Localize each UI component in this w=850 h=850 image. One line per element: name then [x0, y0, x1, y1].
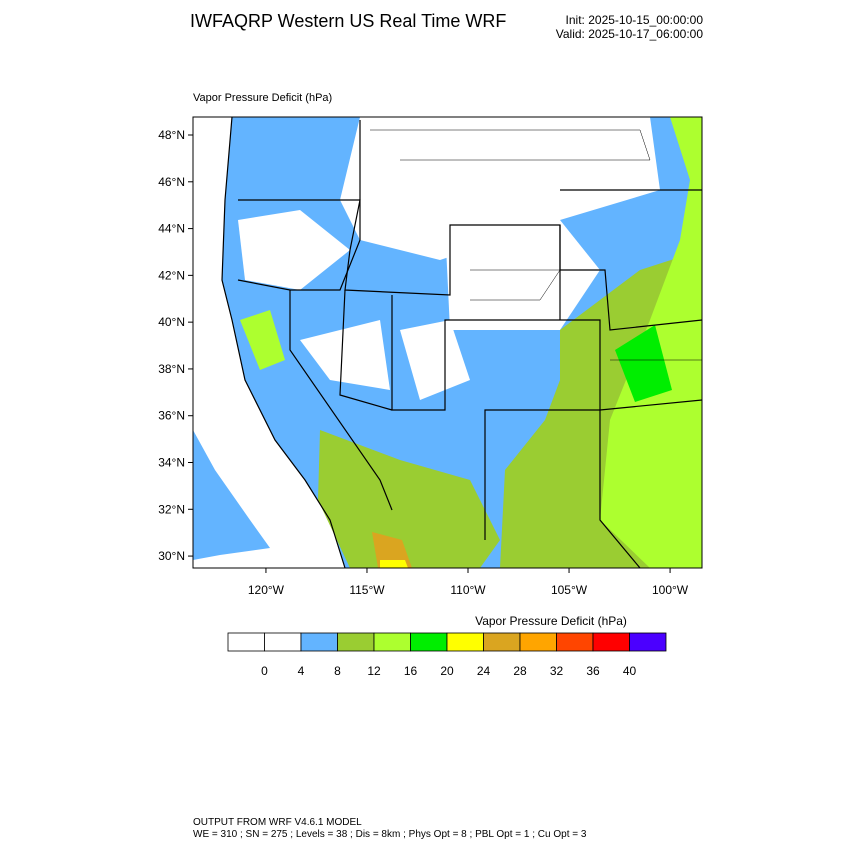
lon-label: 110°W — [450, 583, 486, 597]
footer-line: WE = 310 ; SN = 275 ; Levels = 38 ; Dis … — [193, 829, 587, 840]
lat-label: 32°N — [158, 502, 185, 516]
colorbar-tick-label: 8 — [334, 664, 341, 678]
colorbar-tick-label: 20 — [440, 664, 454, 678]
title: IWFAQRP Western US Real Time WRF — [190, 11, 506, 31]
lat-label: 30°N — [158, 549, 185, 563]
lon-label: 105°W — [551, 583, 588, 597]
lon-label: 120°W — [248, 583, 285, 597]
colorbar-box — [556, 632, 594, 652]
lat-label: 46°N — [158, 175, 185, 189]
map — [192, 116, 703, 569]
colorbar-box — [337, 632, 375, 652]
colorbar-box — [592, 632, 630, 652]
colorbar: 0 4 8 12 16 20 24 28 32 36 40 — [227, 632, 667, 678]
footer-line: OUTPUT FROM WRF V4.6.1 MODEL — [193, 817, 362, 828]
colorbar-box — [227, 632, 265, 652]
colorbar-box — [410, 632, 448, 652]
colorbar-box — [373, 632, 411, 652]
colorbar-box — [446, 632, 484, 652]
lat-label: 34°N — [158, 456, 185, 470]
colorbar-tick-label: 16 — [404, 664, 418, 678]
valid-time: Valid: 2025-10-17_06:00:00 — [556, 27, 704, 41]
map-title: Vapor Pressure Deficit (hPa) — [193, 92, 332, 104]
colorbar-box — [300, 632, 338, 652]
colorbar-tick-label: 0 — [261, 664, 268, 678]
lon-label: 115°W — [349, 583, 385, 597]
colorbar-box — [629, 632, 667, 652]
colorbar-box — [264, 632, 302, 652]
lat-label: 40°N — [158, 315, 185, 329]
colorbar-tick-label: 32 — [550, 664, 564, 678]
colorbar-tick-label: 40 — [623, 664, 637, 678]
lat-label: 36°N — [158, 409, 185, 423]
lat-label: 42°N — [158, 268, 185, 282]
lat-label: 48°N — [158, 128, 185, 142]
colorbar-tick-label: 4 — [298, 664, 305, 678]
lat-label: 38°N — [158, 362, 185, 376]
colorbar-box — [483, 632, 521, 652]
colorbar-box — [519, 632, 557, 652]
colorbar-tick-label: 28 — [513, 664, 527, 678]
colorbar-title: Vapor Pressure Deficit (hPa) — [475, 614, 627, 628]
colorbar-tick-label: 24 — [477, 664, 491, 678]
init-time: Init: 2025-10-15_00:00:00 — [566, 13, 704, 27]
lon-label: 100°W — [652, 583, 689, 597]
lat-label: 44°N — [158, 222, 185, 236]
colorbar-tick-label: 12 — [367, 664, 381, 678]
colorbar-tick-label: 36 — [586, 664, 600, 678]
